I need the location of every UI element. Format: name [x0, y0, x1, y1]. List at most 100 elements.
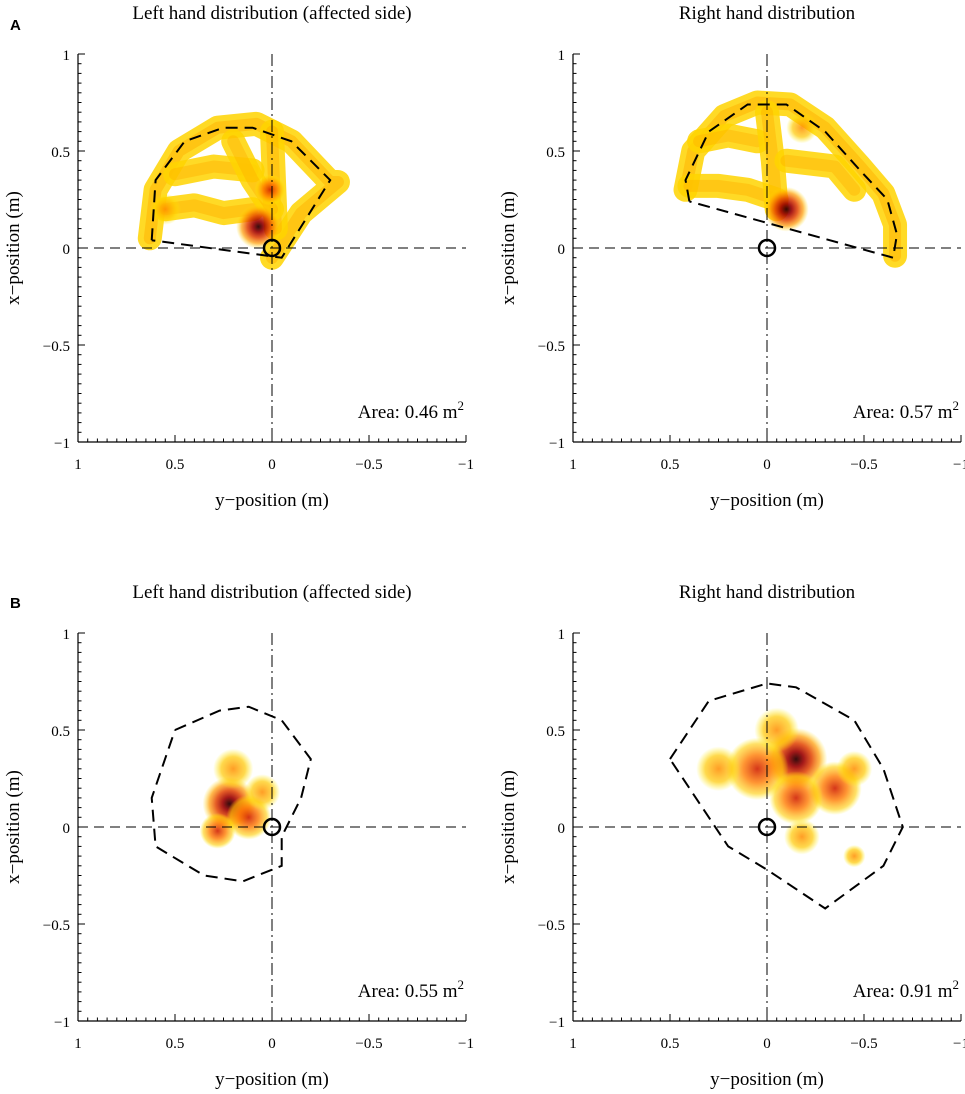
- x-tick-label: −0.5: [850, 1036, 877, 1052]
- y-tick-label: 0.5: [546, 724, 565, 740]
- density-blob: [236, 204, 281, 249]
- area-unit-superscript: 2: [458, 977, 465, 992]
- x-axis-label: y−position (m): [215, 490, 329, 511]
- y-axis-label: x−position (m): [498, 770, 519, 884]
- x-tick-label: 1: [74, 1036, 82, 1052]
- density-blob: [726, 737, 789, 801]
- y-axis-label: x−position (m): [3, 191, 24, 305]
- x-tick-label: 0.5: [166, 457, 185, 473]
- chart-title: Left hand distribution (affected side): [132, 582, 411, 603]
- origin-marker: [757, 238, 777, 258]
- charts: Left hand distribution (affected side) 1 0…: [3, 3, 965, 1090]
- x-tick-label: −0.5: [850, 457, 877, 473]
- density-core: [780, 154, 861, 196]
- y-tick-label: 0: [558, 821, 566, 837]
- area-hull: [150, 705, 312, 883]
- density-band: [687, 123, 770, 154]
- y-tick-label: 1: [558, 627, 566, 643]
- x-tick-label: 0.5: [661, 1036, 680, 1052]
- x-tick-label: −0.5: [355, 457, 382, 473]
- density-blob: [786, 112, 818, 144]
- y-tick-label: 0: [63, 242, 71, 258]
- chart-title: Right hand distribution: [679, 582, 856, 603]
- area-hull: [684, 103, 899, 259]
- y-tick-label: −0.5: [43, 339, 70, 355]
- area-unit-superscript: 2: [953, 977, 960, 992]
- x-tick-label: −1: [458, 1036, 474, 1052]
- density-heatmap: [199, 748, 281, 849]
- density-blob: [764, 186, 809, 232]
- y-tick-label: 0: [558, 242, 566, 258]
- x-tick-label: 0.5: [661, 457, 680, 473]
- area-hull: [150, 126, 332, 259]
- area-unit-superscript: 2: [458, 398, 465, 413]
- x-tick-label: −1: [953, 457, 965, 473]
- density-heatmap: [696, 707, 873, 868]
- y-axis-label: x−position (m): [498, 191, 519, 305]
- y-tick-label: 1: [558, 48, 566, 64]
- density-blob: [843, 844, 866, 868]
- density-blob: [149, 193, 181, 225]
- x-tick-label: 0: [763, 1036, 771, 1052]
- density-blob: [836, 750, 873, 787]
- density-heatmap: [137, 111, 350, 270]
- area-text: Area: 0.91 m: [853, 981, 953, 1002]
- chart-title: Right hand distribution: [679, 3, 856, 24]
- density-blob: [769, 771, 823, 825]
- area-unit-superscript: 2: [953, 398, 960, 413]
- density-band: [774, 148, 867, 202]
- x-tick-label: −1: [953, 1036, 965, 1052]
- x-tick-label: 1: [569, 457, 577, 473]
- y-tick-label: −1: [54, 436, 70, 452]
- y-tick-label: 0.5: [546, 145, 565, 161]
- area-annotation: Area: 0.46 m2: [358, 398, 464, 423]
- x-axis-label: y−position (m): [215, 1069, 329, 1090]
- x-tick-label: −0.5: [355, 1036, 382, 1052]
- density-blob: [754, 707, 800, 753]
- density-blob: [696, 746, 741, 792]
- y-tick-label: −1: [54, 1015, 70, 1031]
- y-tick-label: 0.5: [51, 724, 70, 740]
- y-tick-label: −1: [549, 1015, 565, 1031]
- area-text: Area: 0.55 m: [358, 981, 458, 1002]
- origin-marker: [262, 817, 282, 837]
- density-blob: [199, 813, 236, 849]
- density-blob: [244, 774, 281, 810]
- x-tick-label: −1: [458, 457, 474, 473]
- panel-letter-a: A: [10, 17, 21, 34]
- origin-marker: [757, 817, 777, 837]
- area-hull: [669, 682, 904, 910]
- y-tick-label: 0: [63, 821, 71, 837]
- x-tick-label: 0: [268, 1036, 276, 1052]
- origin-marker: [262, 238, 282, 258]
- y-axis-label: x−position (m): [3, 770, 24, 884]
- chart-title: Left hand distribution (affected side): [132, 3, 411, 24]
- area-annotation: Area: 0.91 m2: [853, 977, 959, 1002]
- density-core: [683, 179, 783, 206]
- y-tick-label: −1: [549, 436, 565, 452]
- y-tick-label: 1: [63, 627, 71, 643]
- y-tick-label: −0.5: [43, 918, 70, 934]
- x-axis-label: y−position (m): [710, 1069, 824, 1090]
- density-blob: [784, 818, 820, 855]
- x-axis-label: y−position (m): [710, 490, 824, 511]
- density-blob: [254, 174, 286, 206]
- density-blob: [213, 748, 254, 789]
- chart-panel: Left hand distribution (affected side) 1 0…: [3, 582, 474, 1090]
- area-text: Area: 0.57 m: [853, 402, 953, 423]
- density-band: [677, 173, 789, 212]
- area-text: Area: 0.46 m: [358, 402, 458, 423]
- density-core: [693, 129, 764, 148]
- panel-letter-b: B: [10, 595, 21, 612]
- area-annotation: Area: 0.57 m2: [853, 398, 959, 423]
- y-tick-label: −0.5: [538, 339, 565, 355]
- x-tick-label: 0.5: [166, 1036, 185, 1052]
- y-tick-label: −0.5: [538, 918, 565, 934]
- x-tick-label: 0: [763, 457, 771, 473]
- y-tick-label: 0.5: [51, 145, 70, 161]
- x-tick-label: 1: [74, 457, 82, 473]
- x-tick-label: 1: [569, 1036, 577, 1052]
